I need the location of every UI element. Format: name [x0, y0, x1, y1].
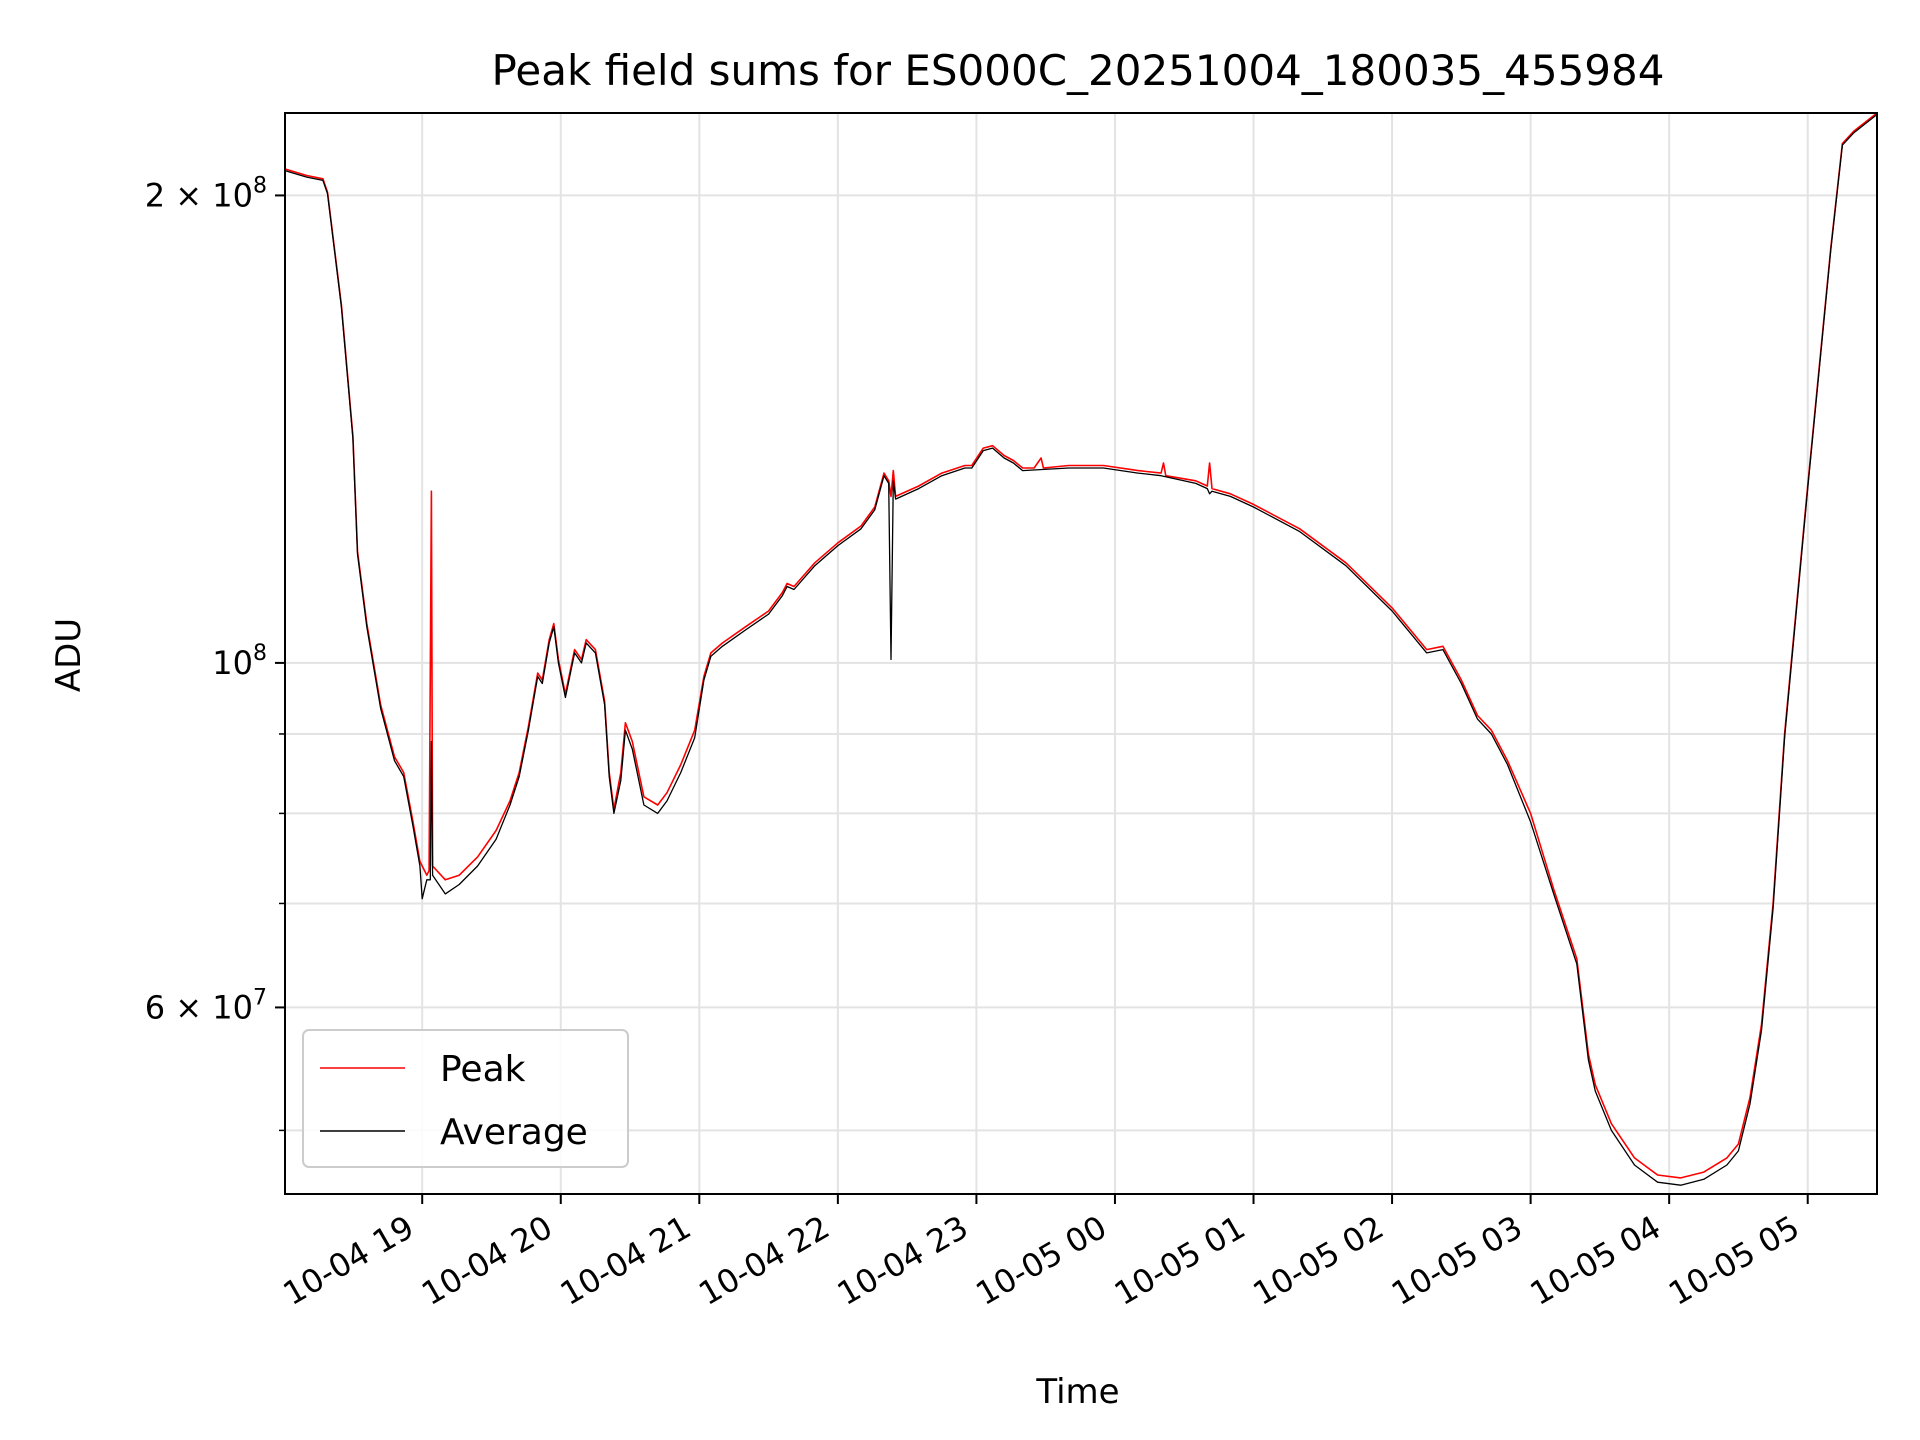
y-tick-label-exponent: 7 [253, 985, 267, 1010]
x-axis-title: Time [1035, 1372, 1119, 1412]
y-tick-label: 6 × 107 [145, 985, 267, 1026]
plot-frame [284, 112, 1878, 1195]
chart-title: Peak field sums for ES000C_20251004_1800… [492, 46, 1665, 95]
series-line-average [284, 113, 1878, 1186]
y-tick-label-exponent: 8 [253, 641, 267, 666]
legend: Peak Average [302, 1029, 629, 1168]
y-tick-label-base: 10 [212, 644, 253, 682]
y-tick-label: 108 [212, 641, 267, 682]
y-tick-label: 2 × 108 [145, 173, 267, 214]
y-tick-label-base: 2 × 10 [145, 176, 253, 214]
grid [285, 113, 1877, 1194]
y-axis-title: ADU [49, 618, 89, 692]
legend-label-peak: Peak [440, 1049, 526, 1090]
y-tick-label-base: 6 × 10 [145, 988, 253, 1026]
legend-label-average: Average [440, 1112, 588, 1153]
series-layer [284, 112, 1878, 1186]
series-line-peak [284, 112, 1878, 1179]
legend-box [302, 1029, 629, 1168]
y-tick-label-exponent: 8 [253, 173, 267, 198]
